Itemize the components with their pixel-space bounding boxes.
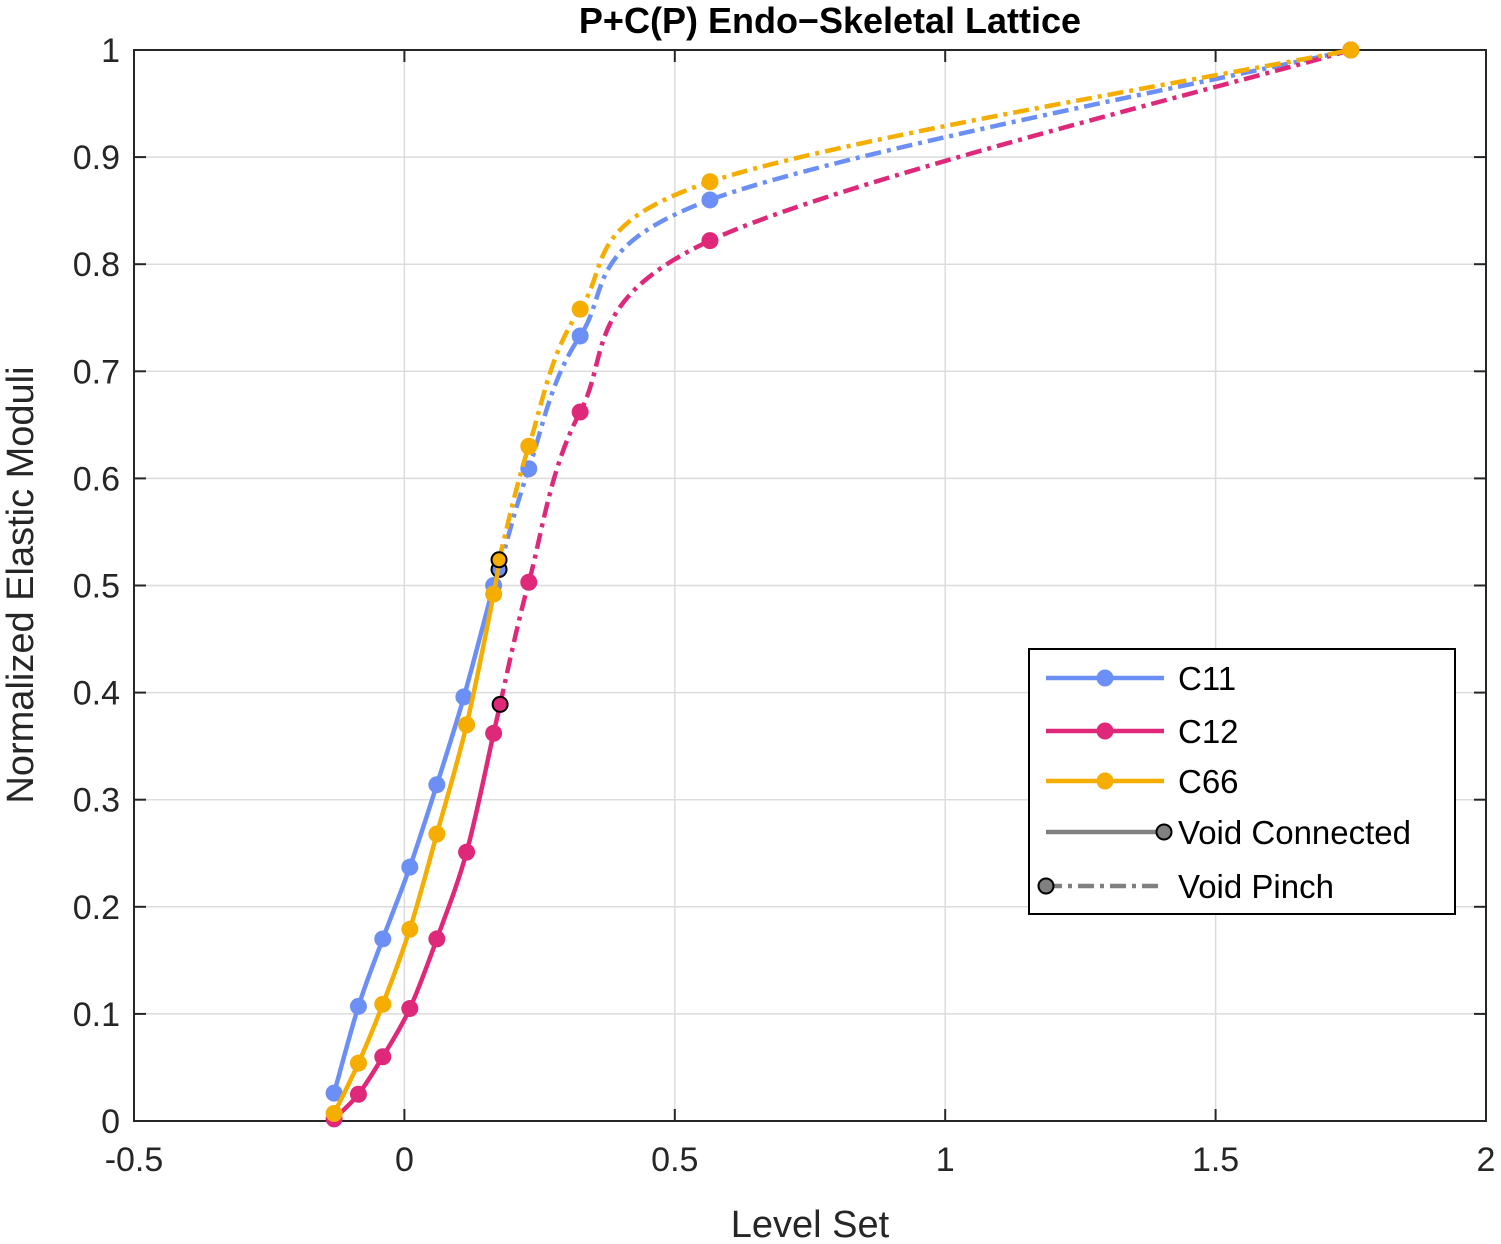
y-tick-label: 0.3: [73, 782, 120, 820]
point-c11: [571, 327, 589, 345]
series-c66: [325, 41, 1360, 1123]
legend: C11 C12 C66 Void Connected Void Pinch: [1028, 648, 1456, 915]
legend-item-void-pinch: Void Pinch: [1037, 868, 1334, 905]
legend-marker-c12: [1096, 722, 1114, 740]
point-c12: [374, 1048, 392, 1066]
point-c12: [520, 573, 538, 591]
legend-marker-c66: [1096, 772, 1114, 790]
y-tick-label: 0.5: [73, 568, 120, 606]
point-c66: [520, 437, 538, 455]
legend-label-c66: C66: [1178, 763, 1239, 800]
line-c66-pinch: [496, 47, 1352, 561]
y-tick-label: 0.7: [73, 353, 120, 391]
series-c12: [325, 41, 1360, 1128]
point-c11: [401, 858, 419, 876]
legend-item-c12: C12: [1046, 713, 1239, 750]
x-axis-title: Level Set: [731, 1204, 890, 1244]
legend-label-void-connected: Void Connected: [1178, 814, 1411, 851]
point-c12: [458, 843, 476, 861]
line-c66-connected: [332, 559, 502, 1115]
y-axis-title: Normalized Elastic Moduli: [0, 366, 42, 803]
point-c66: [401, 920, 419, 938]
legend-marker-c11: [1096, 669, 1114, 687]
line-c12-pinch: [497, 47, 1352, 705]
x-tick-label: 1: [936, 1141, 955, 1179]
point-c12: [349, 1085, 367, 1103]
point-c66: [701, 173, 719, 191]
axes: -0.5 0 0.5 1 1.5 200.10.20.30.40.50.60.70.80.…: [73, 32, 1496, 1179]
series-layer: [325, 41, 1360, 1128]
point-c12: [401, 1000, 419, 1018]
y-tick-label: 0.8: [73, 246, 120, 284]
legend-label-c11: C11: [1178, 660, 1236, 697]
point-c66: [1342, 41, 1360, 59]
point-c12: [571, 403, 589, 421]
x-tick-label: 0.5: [651, 1141, 698, 1179]
y-tick-label: 0.2: [73, 889, 120, 927]
y-tick-label: 0: [101, 1103, 120, 1141]
chart-title: P+C(P) Endo−Skeletal Lattice: [579, 0, 1081, 41]
point-c11: [701, 191, 719, 209]
point-c11: [455, 688, 473, 706]
series-c11: [325, 41, 1360, 1102]
x-tick-label: 1.5: [1192, 1141, 1239, 1179]
point-c12: [701, 232, 719, 250]
legend-item-c66: C66: [1046, 763, 1239, 800]
y-tick-label: 0.9: [73, 139, 120, 177]
y-tick-label: 0.6: [73, 460, 120, 498]
x-tick-label: 2: [1477, 1141, 1496, 1179]
point-c11: [428, 776, 446, 794]
transition-point-c12: [491, 695, 509, 713]
point-c66: [485, 585, 503, 603]
point-c66: [428, 825, 446, 843]
legend-item-c11: C11: [1046, 660, 1236, 697]
x-tick-label: 0: [395, 1141, 414, 1179]
legend-marker-void-pinch: [1037, 877, 1055, 895]
point-c11: [374, 930, 392, 948]
legend-item-void-connected: Void Connected: [1046, 814, 1411, 851]
point-c66: [458, 716, 476, 734]
y-tick-label: 0.4: [73, 675, 120, 713]
legend-marker-void-connected: [1155, 823, 1173, 841]
point-c12: [485, 724, 503, 742]
point-c66: [374, 995, 392, 1013]
x-tick-label: -0.5: [105, 1141, 164, 1179]
point-c12: [428, 930, 446, 948]
y-tick-label: 1: [101, 32, 120, 70]
legend-label-void-pinch: Void Pinch: [1178, 868, 1334, 905]
transition-point-c66: [490, 551, 508, 569]
point-c66: [349, 1054, 367, 1072]
legend-label-c12: C12: [1178, 713, 1239, 750]
point-c66: [571, 300, 589, 318]
point-c66: [325, 1105, 343, 1123]
grid: [134, 50, 1486, 1121]
point-c11: [325, 1084, 343, 1102]
y-tick-label: 0.1: [73, 996, 120, 1034]
line-c12-connected: [332, 703, 503, 1121]
point-c11: [349, 997, 367, 1015]
